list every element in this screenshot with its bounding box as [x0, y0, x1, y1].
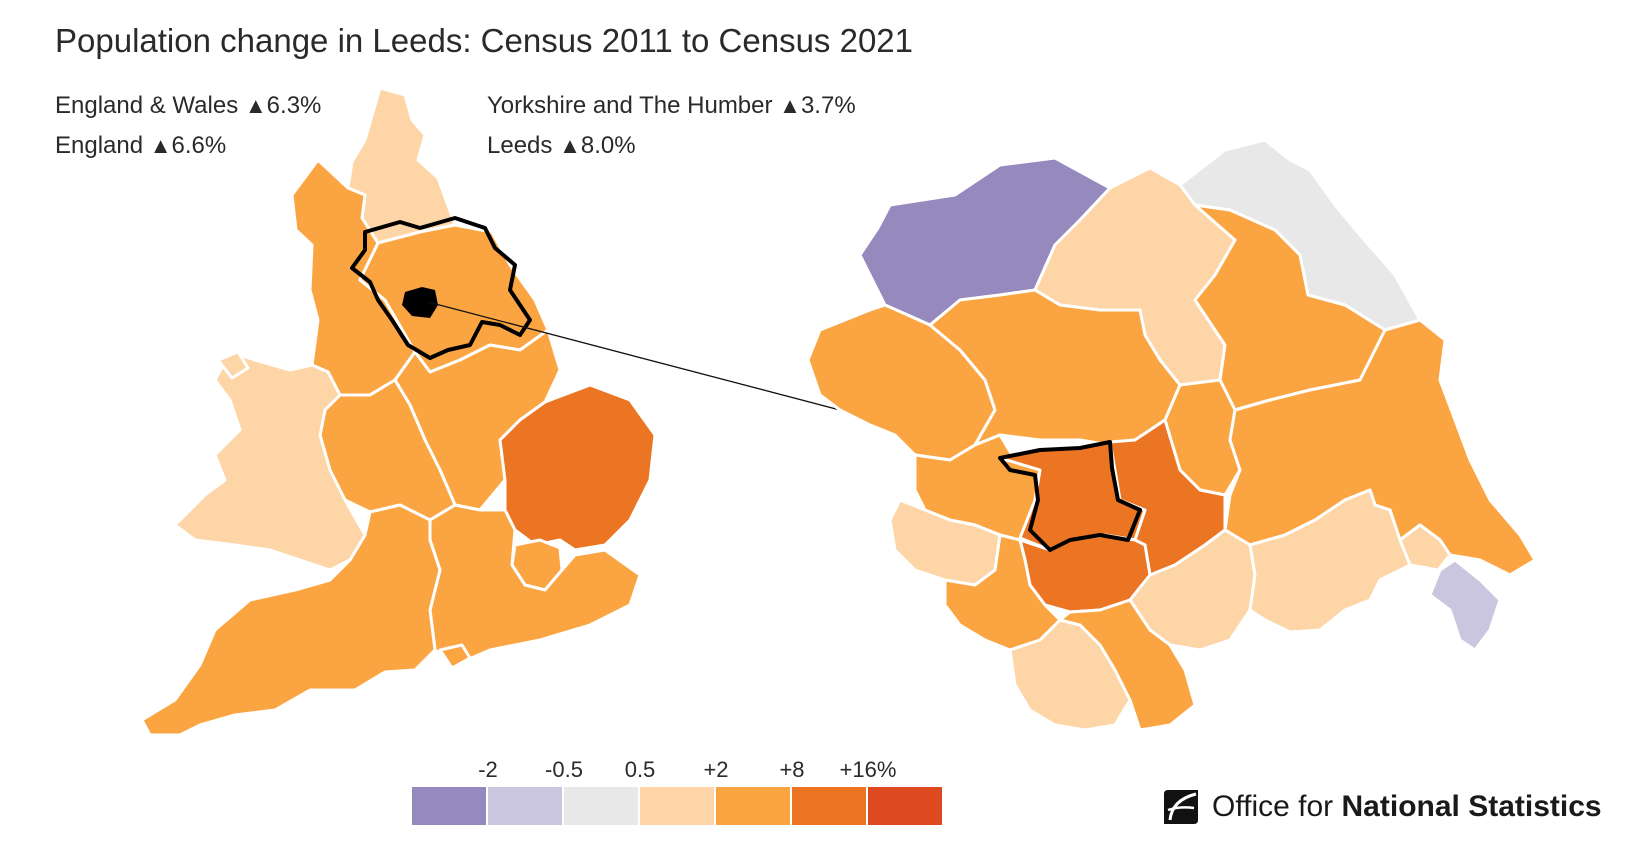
legend: -2 -0.5 0.5 +2 +8 +16%: [412, 757, 972, 827]
stat-england-wales-value: 6.3%: [266, 92, 322, 119]
logo-text-regular: Office for: [1212, 790, 1334, 823]
ons-logo: Office for National Statistics: [1160, 786, 1602, 828]
up-arrow-icon: ▲: [149, 133, 172, 158]
stat-england: England ▲6.6%: [55, 132, 226, 160]
district-rotherham[interactable]: [1058, 598, 1197, 732]
region-south-west[interactable]: [140, 503, 442, 737]
stat-yorkshire: Yorkshire and The Humber ▲3.7%: [487, 92, 856, 120]
legend-ticks: -2 -0.5 0.5 +2 +8 +16%: [412, 757, 972, 785]
stat-yorkshire-value: 3.7%: [800, 92, 856, 119]
legend-bar: [412, 787, 944, 827]
chart-title: Population change in Leeds: Census 2011 …: [55, 22, 914, 59]
district-north-lincolnshire[interactable]: [1248, 488, 1412, 634]
legend-swatch: [716, 787, 790, 825]
legend-tick: +2: [703, 757, 729, 782]
district-ne-lincolnshire[interactable]: [1428, 558, 1502, 652]
up-arrow-icon: ▲: [559, 133, 581, 158]
stat-leeds-label: Leeds: [487, 132, 553, 159]
legend-tick: 0.5: [624, 757, 656, 782]
legend-swatch: [640, 787, 714, 825]
legend-tick: -0.5: [545, 757, 583, 782]
legend-tick: -2: [478, 757, 498, 782]
region-wales[interactable]: [173, 350, 367, 572]
yorkshire-detail-map: [806, 138, 1537, 732]
ons-logo-icon: [1164, 790, 1198, 824]
leeds-outline: [998, 440, 1142, 552]
stat-leeds-value: 8.0%: [580, 132, 636, 159]
legend-tick: +8: [779, 757, 805, 782]
district-barnsley[interactable]: [943, 533, 1062, 652]
stat-england-value: 6.6%: [171, 132, 227, 159]
legend-tick: +16%: [839, 757, 897, 782]
legend-swatch: [868, 787, 942, 825]
legend-swatch: [792, 787, 866, 825]
region-anglesey: [216, 350, 250, 380]
yorkshire-outline: [350, 216, 532, 360]
logo-text-bold: National Statistics: [1341, 790, 1602, 823]
legend-swatch: [412, 787, 486, 825]
stat-yorkshire-label: Yorkshire and The Humber: [487, 92, 773, 119]
ons-logo-text: Office for National Statistics: [1212, 790, 1602, 824]
region-east-of-england[interactable]: [498, 383, 657, 552]
stat-england-label: England: [55, 132, 144, 159]
stat-leeds: Leeds ▲8.0%: [487, 132, 636, 160]
leeds-overview-shape: [402, 287, 438, 318]
stat-england-wales: England & Wales ▲6.3%: [55, 92, 321, 120]
region-isle-of-wight: [438, 643, 472, 670]
legend-swatch: [564, 787, 638, 825]
up-arrow-icon: ▲: [779, 93, 801, 118]
up-arrow-icon: ▲: [244, 93, 267, 118]
legend-swatch: [488, 787, 562, 825]
england-wales-map: [140, 86, 657, 737]
stat-england-wales-label: England & Wales: [55, 92, 239, 119]
